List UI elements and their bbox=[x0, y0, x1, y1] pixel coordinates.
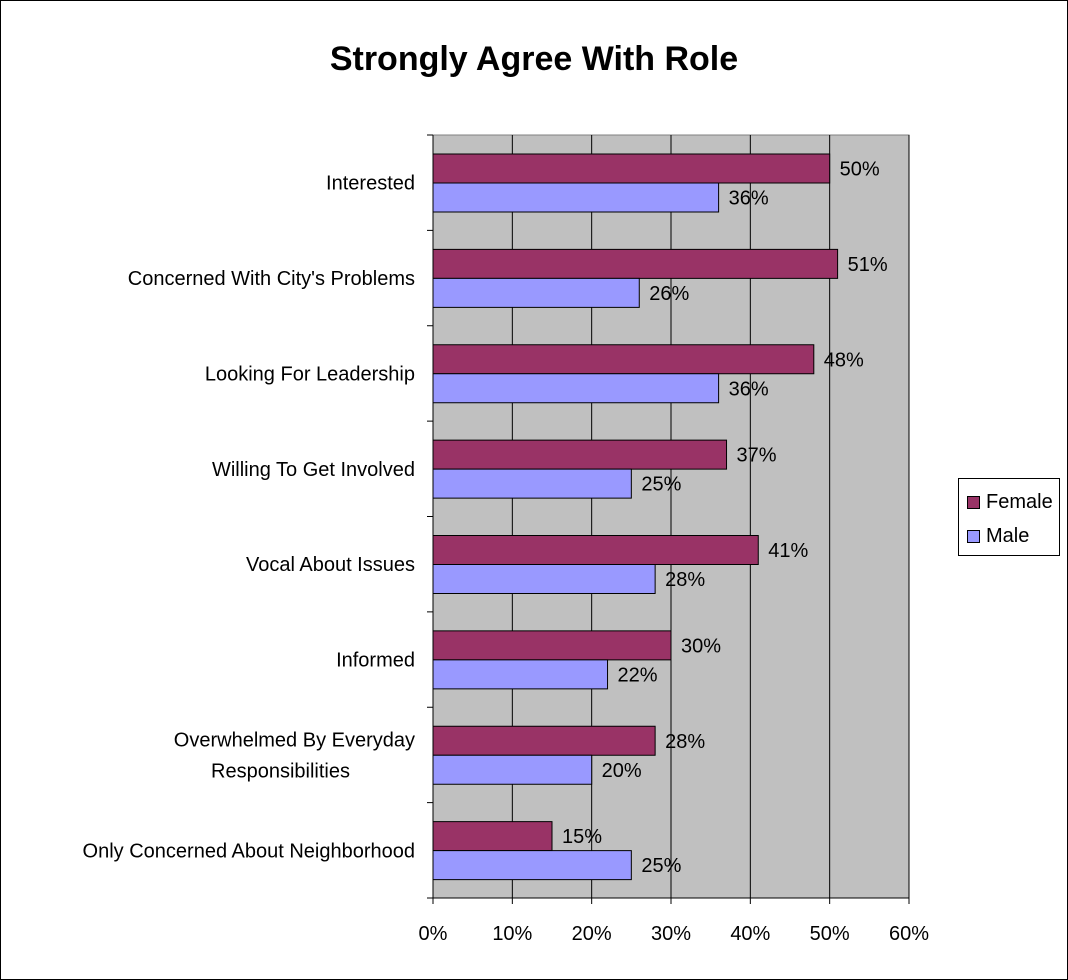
data-label-male: 22% bbox=[618, 664, 658, 686]
bar-female bbox=[432, 725, 656, 756]
data-label-male: 36% bbox=[729, 378, 769, 400]
x-tick-label: 20% bbox=[572, 923, 612, 945]
bar-male bbox=[432, 659, 609, 690]
bar-female bbox=[432, 344, 815, 375]
legend-item-male: Male bbox=[967, 525, 1029, 547]
x-tick-label: 30% bbox=[651, 923, 691, 945]
category-label: Willing To Get Involved bbox=[212, 459, 415, 481]
bar-female bbox=[432, 535, 759, 565]
bar-female bbox=[432, 630, 672, 661]
category-label: Overwhelmed By Everyday Responsibilities bbox=[174, 729, 415, 782]
bar-male bbox=[432, 182, 720, 213]
data-label-female: 28% bbox=[665, 731, 705, 753]
bar-female bbox=[432, 153, 831, 184]
data-label-female: 48% bbox=[824, 349, 864, 371]
category-label: Concerned With City's Problems bbox=[128, 268, 415, 290]
chart-title: Strongly Agree With Role bbox=[329, 40, 739, 78]
bar-male bbox=[432, 564, 656, 594]
data-label-female: 50% bbox=[840, 159, 880, 181]
category-label: Looking For Leadership bbox=[205, 363, 415, 385]
x-tick-label: 50% bbox=[810, 923, 850, 945]
category-label: Only Concerned About Neighborhood bbox=[83, 840, 415, 862]
legend-swatch-male bbox=[967, 529, 980, 543]
data-label-female: 30% bbox=[681, 635, 721, 657]
data-label-male: 20% bbox=[602, 760, 642, 782]
x-tick-label: 0% bbox=[419, 923, 448, 945]
data-label-male: 25% bbox=[641, 855, 681, 877]
data-label-female: 15% bbox=[562, 826, 602, 848]
bar-female bbox=[432, 248, 839, 279]
bar-male bbox=[432, 754, 593, 785]
legend-label-female: Female bbox=[986, 490, 1053, 513]
legend: Female Male bbox=[958, 478, 1060, 556]
category-label: Informed bbox=[336, 650, 415, 672]
data-label-male: 36% bbox=[729, 188, 769, 210]
bar-male bbox=[432, 277, 640, 308]
x-tick-label: 60% bbox=[889, 923, 929, 945]
data-label-female: 51% bbox=[848, 254, 888, 276]
category-label: Interested bbox=[326, 173, 415, 195]
x-tick-label: 40% bbox=[730, 923, 770, 945]
bar-male bbox=[432, 373, 720, 404]
legend-swatch-female bbox=[967, 495, 980, 509]
data-label-female: 37% bbox=[737, 445, 777, 467]
bar-male bbox=[432, 850, 632, 881]
legend-item-female: Female bbox=[967, 491, 1053, 513]
data-label-male: 28% bbox=[665, 569, 705, 591]
data-label-male: 26% bbox=[649, 283, 689, 305]
bar-female bbox=[432, 439, 728, 470]
category-label-line: Overwhelmed By Everyday bbox=[174, 729, 415, 751]
bar-male bbox=[432, 468, 632, 499]
x-tick-label: 10% bbox=[492, 923, 532, 945]
category-label-line: Responsibilities bbox=[211, 760, 350, 782]
data-label-female: 41% bbox=[768, 540, 808, 562]
legend-label-male: Male bbox=[986, 524, 1030, 547]
category-label: Vocal About Issues bbox=[246, 554, 415, 576]
bar-female bbox=[432, 821, 553, 852]
data-label-male: 25% bbox=[641, 474, 681, 496]
